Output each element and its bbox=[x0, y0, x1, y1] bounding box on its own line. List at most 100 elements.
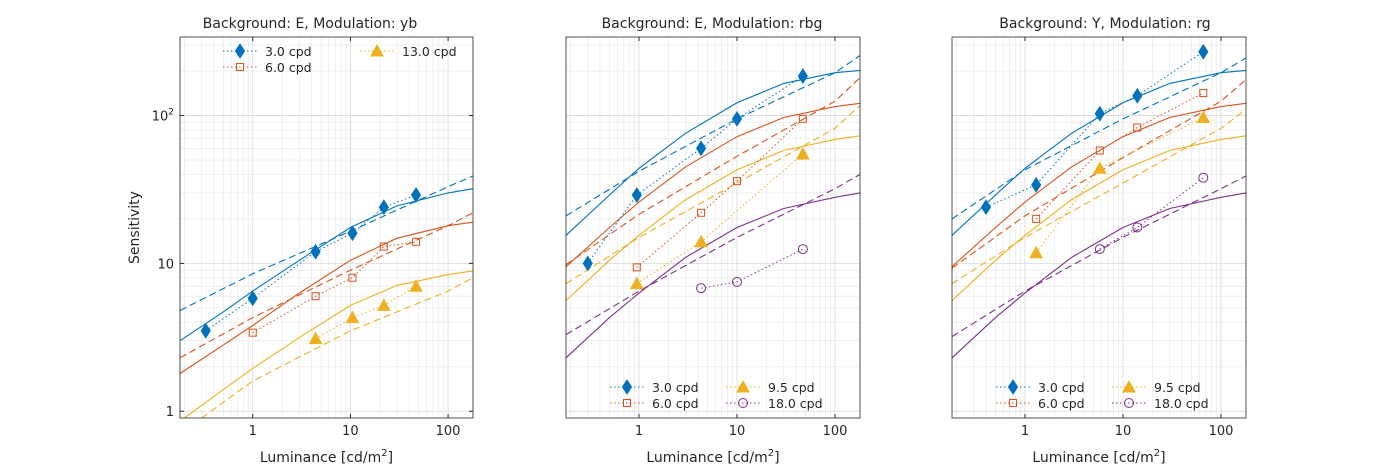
fit-curve-dashed-3 bbox=[565, 105, 861, 285]
axes-box bbox=[179, 36, 474, 419]
fit-curve-dashed-2 bbox=[951, 79, 1247, 269]
data-point bbox=[631, 187, 642, 203]
legend-marker bbox=[234, 43, 246, 59]
data-point bbox=[694, 234, 708, 248]
data-point bbox=[308, 331, 323, 345]
subplot-2-title: Background: E, Modulation: rbg bbox=[602, 16, 823, 32]
subplot-yb: Background: E, Modulation: yb bbox=[203, 16, 418, 32]
series-line bbox=[1099, 177, 1204, 250]
fit-curve-solid-1 bbox=[565, 69, 861, 236]
legend-label: 6.0 cpd bbox=[1038, 396, 1085, 411]
data-point bbox=[1198, 172, 1209, 183]
fit-curve-solid-2 bbox=[565, 102, 861, 268]
fit-curve-solid-3 bbox=[951, 135, 1247, 302]
data-point bbox=[796, 146, 810, 160]
legend-marker bbox=[621, 379, 633, 395]
fit-curve-solid-1 bbox=[951, 69, 1247, 236]
fit-curve-dashed-3 bbox=[951, 109, 1247, 285]
series-3-0-cpd bbox=[582, 68, 808, 272]
legend-label: 9.5 cpd bbox=[1154, 380, 1201, 395]
y-axis-label: Sensitivity bbox=[127, 191, 143, 264]
x-tick-label: 100 bbox=[823, 424, 848, 439]
data-point bbox=[1094, 105, 1105, 122]
fit-curves bbox=[179, 175, 474, 419]
legend-label: 9.5 cpd bbox=[768, 380, 815, 395]
data-point bbox=[310, 243, 321, 260]
legend-label: 3.0 cpd bbox=[652, 380, 699, 395]
grid bbox=[566, 37, 860, 418]
fit-curve-dashed-1 bbox=[565, 55, 861, 217]
series-line bbox=[205, 194, 417, 332]
fit-curve-solid-1 bbox=[179, 188, 474, 342]
data-point bbox=[410, 187, 422, 203]
data-point bbox=[1133, 123, 1142, 132]
legend-marker bbox=[738, 398, 748, 408]
data-point bbox=[377, 298, 391, 311]
legend-label: 13.0 cpd bbox=[402, 44, 457, 59]
subplot-3-title: Background: Y, Modulation: rg bbox=[999, 16, 1210, 32]
grid bbox=[180, 37, 473, 418]
fit-curve-dashed-2 bbox=[179, 212, 474, 359]
data-point bbox=[1092, 161, 1107, 174]
data-point bbox=[629, 276, 644, 290]
y-tick-label: 1 bbox=[166, 405, 174, 420]
data-point bbox=[731, 110, 743, 127]
x-axis-label: Luminance [cd/m2] bbox=[1032, 448, 1165, 466]
legend-marker bbox=[370, 43, 384, 57]
data-point bbox=[1031, 176, 1042, 193]
fit-curve-solid-2 bbox=[951, 102, 1247, 268]
fit-curve-solid-2 bbox=[179, 221, 474, 374]
x-tick-label: 1 bbox=[635, 424, 643, 439]
data-point bbox=[412, 237, 421, 246]
fit-curves bbox=[951, 57, 1247, 359]
subplot-rbg: Background: E, Modulation: rbg bbox=[602, 16, 823, 32]
y-tick-label: 10 bbox=[157, 257, 174, 272]
data-point bbox=[1198, 43, 1209, 60]
data-point bbox=[347, 225, 358, 242]
series-line bbox=[701, 248, 804, 289]
legend-label: 3.0 cpd bbox=[1038, 380, 1085, 395]
axes-box bbox=[565, 36, 861, 419]
data-point bbox=[311, 292, 320, 301]
legend-label: 18.0 cpd bbox=[768, 396, 823, 411]
data-point bbox=[1095, 146, 1104, 155]
series-3-0-cpd bbox=[200, 187, 422, 339]
x-tick-label: 10 bbox=[1115, 424, 1132, 439]
series-3-0-cpd bbox=[980, 43, 1209, 216]
y-tick-label: 102 bbox=[152, 108, 174, 125]
data-point bbox=[345, 310, 360, 324]
data-point bbox=[797, 68, 808, 84]
data-point bbox=[1132, 87, 1143, 104]
data-point bbox=[732, 177, 741, 186]
series-line bbox=[315, 285, 417, 340]
axes-box bbox=[951, 36, 1247, 419]
series-6-0-cpd bbox=[1032, 89, 1208, 223]
legend-marker bbox=[1009, 399, 1017, 407]
data-point bbox=[1032, 214, 1041, 223]
x-tick-label: 1 bbox=[249, 424, 257, 439]
x-tick-label: 100 bbox=[436, 424, 461, 439]
fit-curve-dashed-4 bbox=[951, 175, 1247, 338]
data-point bbox=[409, 279, 423, 292]
data-point bbox=[1196, 110, 1211, 124]
legend-label: 6.0 cpd bbox=[265, 60, 312, 75]
data-point bbox=[731, 276, 742, 287]
series-6-0-cpd bbox=[248, 237, 421, 337]
subplot-rg: Background: Y, Modulation: rg bbox=[999, 16, 1210, 32]
data-point bbox=[798, 114, 807, 123]
fit-curve-dashed-4 bbox=[565, 173, 861, 336]
x-tick-label: 10 bbox=[729, 424, 746, 439]
series-18-0-cpd bbox=[696, 244, 808, 294]
x-axis-label: Luminance [cd/m2] bbox=[260, 448, 393, 466]
legend-marker bbox=[623, 399, 631, 407]
fit-curve-dashed-1 bbox=[951, 57, 1247, 220]
legend-marker bbox=[1122, 379, 1136, 393]
data-point bbox=[200, 322, 211, 339]
fit-curve-solid-4 bbox=[951, 192, 1247, 359]
data-point bbox=[697, 208, 706, 217]
